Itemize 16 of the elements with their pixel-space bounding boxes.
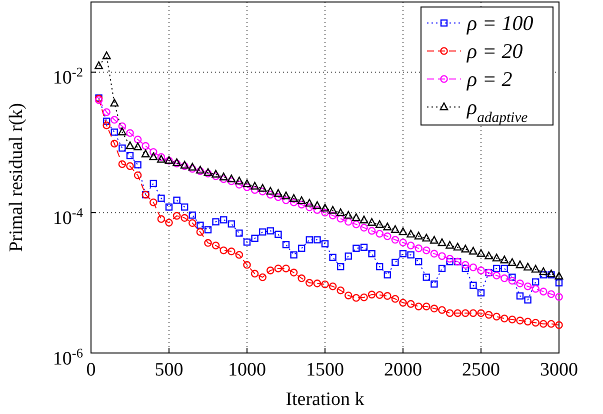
y-axis-title: Primal residual r(k) xyxy=(6,103,27,252)
x-tick-label: 1000 xyxy=(228,359,266,380)
legend-label: ρ$_{adaptive}$ xyxy=(466,95,528,126)
x-tick-label: 2000 xyxy=(384,359,422,380)
y-tick-label: 10$^{-2}$ xyxy=(52,64,83,89)
y-tick-label: 10$^{-6}$ xyxy=(52,344,84,370)
x-tick-label: 2500 xyxy=(462,359,500,380)
legend-label: ρ = 2 xyxy=(466,67,513,91)
legend-label: ρ = 20 xyxy=(466,39,524,63)
x-tick-label: 3000 xyxy=(540,359,578,380)
x-tick-label: 500 xyxy=(154,359,184,380)
y-tick-label: 10$^{-4}$ xyxy=(52,204,84,229)
x-tick-label: 1500 xyxy=(306,359,344,380)
legend-label: ρ = 100 xyxy=(466,11,534,35)
x-axis-title: Iteration k xyxy=(286,389,365,410)
x-tick-label: 0 xyxy=(86,359,96,380)
